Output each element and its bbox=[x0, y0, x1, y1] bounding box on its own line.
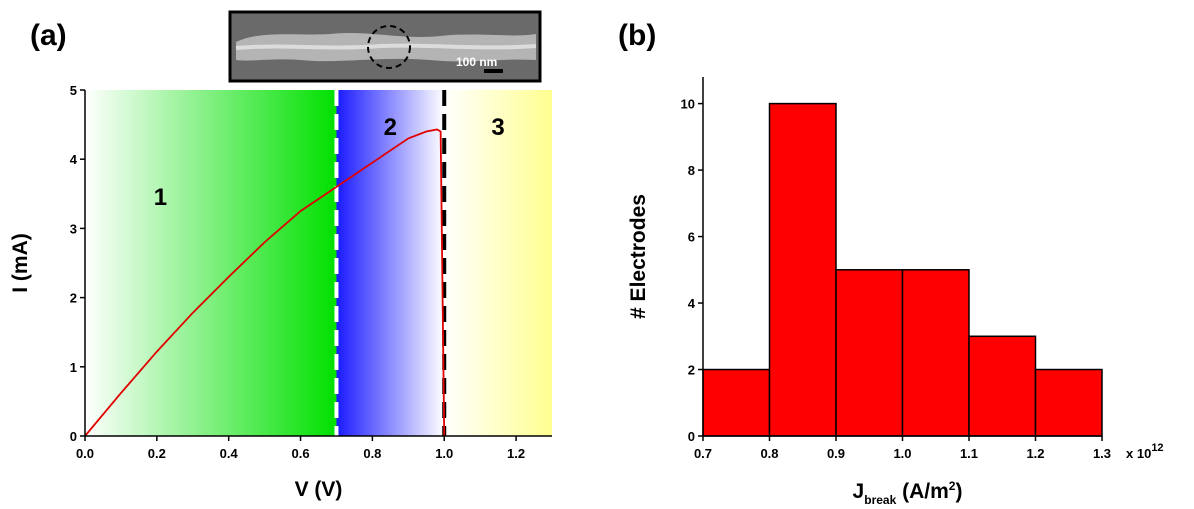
x-tick-label: 0.0 bbox=[76, 446, 94, 461]
region bbox=[336, 90, 445, 436]
y-tick-label: 6 bbox=[688, 230, 695, 245]
region-label: 1 bbox=[154, 184, 167, 211]
iv-curve bbox=[84, 128, 446, 437]
y-tick-label: 0 bbox=[70, 429, 77, 444]
x-tick-label: 0.9 bbox=[827, 446, 845, 461]
x-axis-title: Jbreak (A/m2) bbox=[853, 479, 963, 507]
bar bbox=[968, 335, 1037, 437]
x-tick-label: 0.7 bbox=[694, 446, 712, 461]
y-tick-label: 0 bbox=[688, 429, 695, 444]
x-axis-title: V (V) bbox=[295, 478, 343, 501]
nanowire-highlight bbox=[235, 43, 537, 50]
x-multiplier: x 1012 bbox=[1126, 442, 1164, 461]
y-tick-label: 10 bbox=[681, 97, 695, 112]
x-axis-title-part: 2 bbox=[949, 479, 956, 493]
region bbox=[85, 90, 337, 436]
y-tick-label: 3 bbox=[70, 221, 77, 236]
y-tick-label: 5 bbox=[70, 83, 77, 98]
x-tick-label: 1.2 bbox=[1026, 446, 1044, 461]
x-multiplier-part: 12 bbox=[1151, 442, 1163, 454]
x-tick-label: 1.3 bbox=[1093, 446, 1111, 461]
bar bbox=[835, 269, 904, 437]
y-tick-label: 2 bbox=[70, 291, 77, 306]
bar bbox=[702, 368, 771, 437]
inset-image: 100 nm bbox=[228, 10, 542, 83]
panel-label: (b) bbox=[618, 19, 656, 52]
x-axis-title-part: break bbox=[864, 493, 896, 507]
x-tick-label: 1.2 bbox=[507, 446, 525, 461]
x-tick-label: 0.4 bbox=[220, 446, 239, 461]
x-multiplier-part: x 10 bbox=[1126, 446, 1151, 461]
x-tick-label: 1.0 bbox=[893, 446, 911, 461]
x-tick-label: 0.8 bbox=[363, 446, 381, 461]
x-tick-label: 1.0 bbox=[435, 446, 453, 461]
x-axis-title-part: J bbox=[853, 480, 865, 503]
y-tick-label: 4 bbox=[688, 296, 696, 311]
y-axis-title: I (mA) bbox=[9, 233, 32, 293]
panel-label: (a) bbox=[30, 19, 67, 52]
x-tick-label: 0.8 bbox=[760, 446, 778, 461]
x-axis-title-part: ) bbox=[955, 480, 962, 503]
y-axis-title: # Electrodes bbox=[627, 194, 650, 319]
bar bbox=[901, 269, 970, 437]
x-tick-label: 1.1 bbox=[960, 446, 978, 461]
bar bbox=[1034, 368, 1103, 437]
y-tick-label: 4 bbox=[70, 152, 78, 167]
scale-label: 100 nm bbox=[456, 55, 497, 69]
y-tick-label: 8 bbox=[688, 163, 695, 178]
region-label: 2 bbox=[384, 114, 397, 141]
x-tick-label: 0.2 bbox=[148, 446, 166, 461]
x-tick-label: 0.6 bbox=[291, 446, 309, 461]
region bbox=[444, 90, 552, 436]
y-tick-label: 1 bbox=[70, 360, 77, 375]
inset-circle bbox=[367, 25, 411, 69]
y-tick-label: 2 bbox=[688, 363, 695, 378]
bar bbox=[768, 102, 837, 437]
x-axis-title-part: (A/m bbox=[896, 480, 949, 503]
region-label: 3 bbox=[491, 114, 504, 141]
